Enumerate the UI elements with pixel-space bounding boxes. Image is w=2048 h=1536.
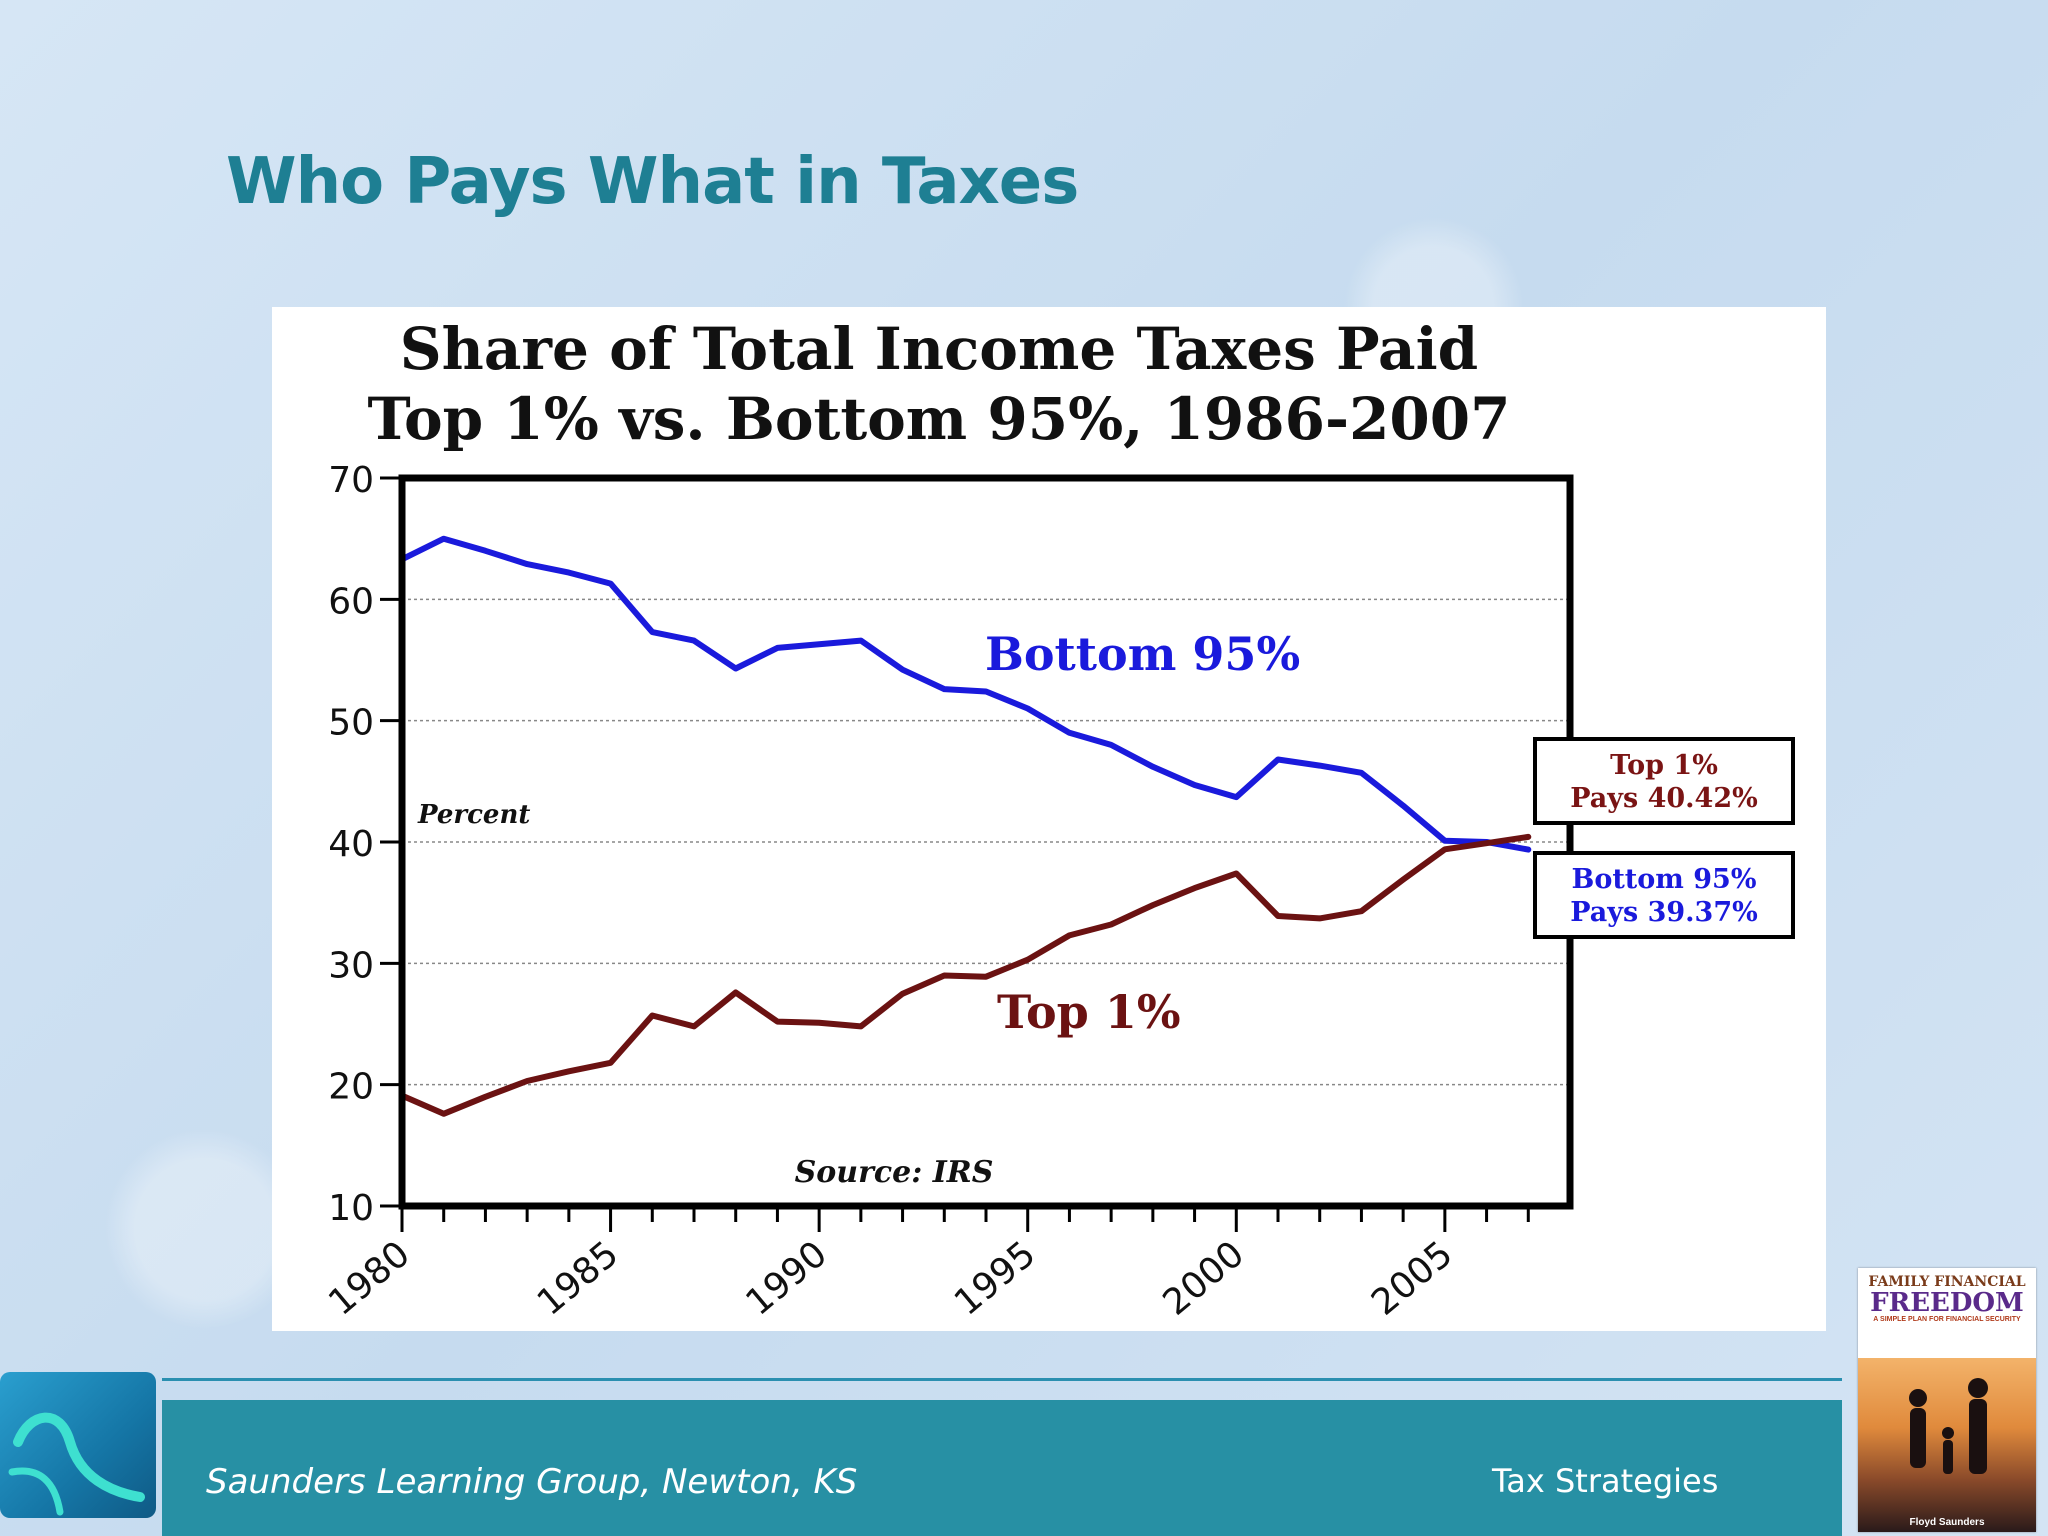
footer-organization: Saunders Learning Group, Newton, KS [206, 1462, 858, 1502]
series-layer [399, 535, 1532, 1117]
footer-topic: Tax Strategies [1492, 1462, 1719, 1500]
y-tick-label-70: 70 [328, 460, 374, 501]
annotation-bottom95-line2: Pays 39.37% [1570, 897, 1758, 928]
book-subtitle: A SIMPLE PLAN FOR FINANCIAL SECURITY [1873, 1316, 2021, 1323]
series-label-top1: Top 1% [997, 985, 1181, 1039]
plot-frame [398, 474, 1574, 1210]
x-tick-label-1995: 1995 [947, 1233, 1044, 1323]
y-tick-label-30: 30 [328, 945, 374, 986]
footer-band [162, 1400, 1842, 1536]
book-author: Floyd Saunders [1909, 1517, 1985, 1528]
x-tick-label-1985: 1985 [530, 1233, 627, 1323]
annotation-top1-box: Top 1% Pays 40.42% [1533, 737, 1795, 825]
book-supertitle: FAMILY FINANCIAL [1868, 1274, 2026, 1290]
x-tick-label-1980: 1980 [321, 1233, 418, 1323]
annotation-bottom95-box: Bottom 95% Pays 39.37% [1533, 851, 1795, 939]
annotation-bottom95-line1: Bottom 95% [1572, 864, 1757, 895]
book-title: FREEDOM [1870, 1288, 2024, 1318]
series-line-bottom95 [399, 535, 1532, 853]
y-tick-label-10: 10 [328, 1188, 374, 1229]
y-tick-label-50: 50 [328, 703, 374, 744]
source-note: Source: IRS [795, 1155, 994, 1190]
book-family-silhouette: Floyd Saunders [1858, 1358, 2036, 1532]
x-tick-label-2000: 2000 [1156, 1233, 1253, 1323]
grid-layer [402, 598, 1570, 1086]
organization-logo [0, 1372, 156, 1518]
y-tick-label-20: 20 [328, 1067, 374, 1108]
footer-divider [162, 1378, 1842, 1381]
chart-panel: Share of Total Income Taxes Paid Top 1% … [272, 307, 1826, 1331]
tax-share-line-chart: Share of Total Income Taxes Paid Top 1% … [321, 315, 1795, 1324]
y-tick-label-60: 60 [328, 581, 374, 622]
annotation-top1-line2: Pays 40.42% [1570, 783, 1758, 814]
swoosh-logo-icon [8, 1412, 145, 1516]
y-tick-label-40: 40 [328, 824, 374, 865]
x-tick-label-1990: 1990 [738, 1233, 835, 1323]
series-line-top1 [399, 833, 1532, 1117]
slide-title: Who Pays What in Taxes [226, 145, 1079, 219]
book-cover-image: FAMILY FINANCIAL FREEDOM A SIMPLE PLAN F… [1858, 1268, 2036, 1532]
y-axis-label: Percent [417, 800, 530, 830]
series-label-bottom95: Bottom 95% [985, 627, 1300, 681]
chart-title-line1: Share of Total Income Taxes Paid [400, 315, 1478, 383]
annotation-top1-line1: Top 1% [1610, 750, 1718, 781]
x-tick-label-2005: 2005 [1364, 1233, 1461, 1323]
chart-title-line2: Top 1% vs. Bottom 95%, 1986-2007 [367, 385, 1510, 453]
